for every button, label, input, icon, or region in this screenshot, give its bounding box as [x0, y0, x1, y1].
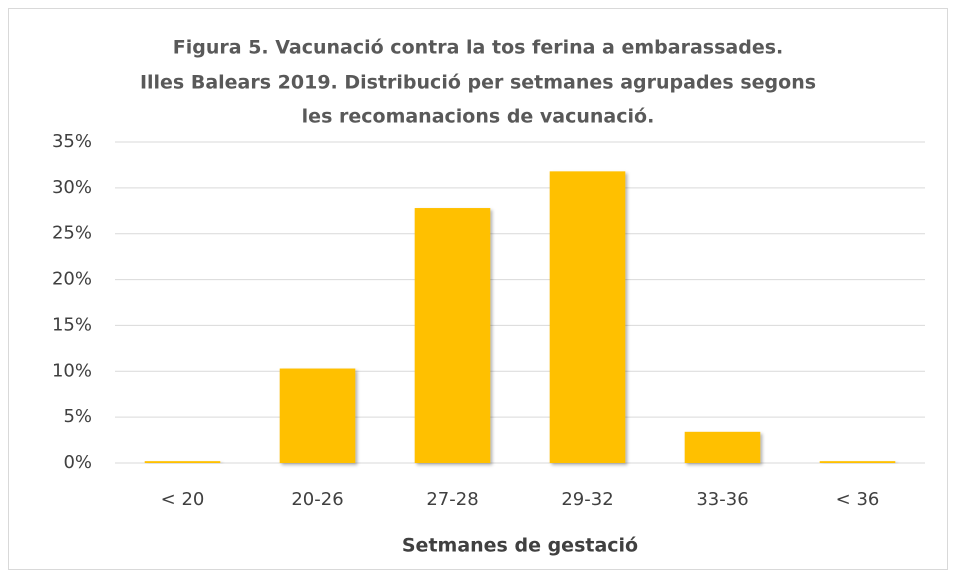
y-tick-label: 25%: [52, 223, 92, 244]
chart-title: Figura 5. Vacunació contra la tos ferina…: [173, 37, 783, 59]
x-tick-label: < 20: [161, 489, 205, 510]
bar: [684, 431, 761, 463]
bar: [279, 368, 356, 463]
x-tick-label: 20-26: [291, 489, 343, 510]
x-axis-label: Setmanes de gestació: [402, 535, 638, 557]
bar: [144, 461, 221, 463]
x-tick-label: 29-32: [561, 489, 613, 510]
y-tick-label: 15%: [52, 314, 92, 335]
x-tick-label: 33-36: [696, 489, 748, 510]
x-tick-label: 27-28: [426, 489, 478, 510]
bar: [549, 171, 626, 463]
y-tick-label: 20%: [52, 269, 92, 290]
y-tick-label: 10%: [52, 360, 92, 381]
x-tick-label: < 36: [836, 489, 880, 510]
y-tick-label: 30%: [52, 177, 92, 198]
y-tick-label: 35%: [52, 131, 92, 152]
y-tick-label: 5%: [63, 406, 92, 427]
chart-title: Illes Balears 2019. Distribució per setm…: [140, 72, 816, 94]
y-tick-label: 0%: [63, 452, 92, 473]
bar: [414, 208, 491, 463]
chart-title: les recomanacions de vacunació.: [302, 106, 655, 128]
bar: [819, 461, 896, 463]
